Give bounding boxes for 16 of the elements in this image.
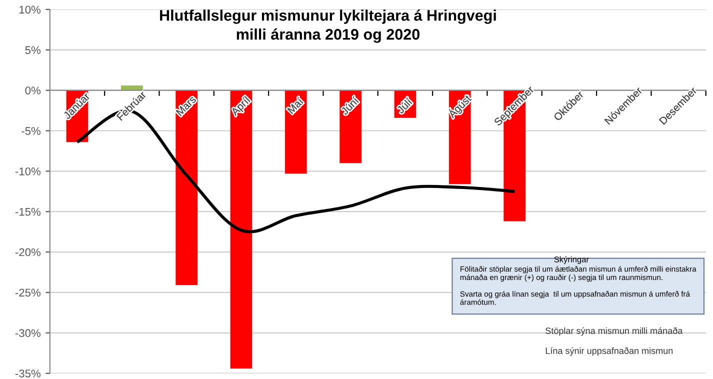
y-tick-label: -30%	[15, 329, 40, 338]
y-tick-label: -15%	[15, 208, 40, 216]
y-tick-label: 0%	[25, 86, 40, 94]
x-tick-label: Júlí	[396, 97, 413, 114]
annotation: Lína sýnir uppsafnaðan mismun	[546, 347, 673, 356]
text: Hlutfallslegur mismunur lykiltejara á Hringvegi milli áranna 2019 og 2020	[160, 9, 496, 43]
y-tick-label: -10%	[15, 167, 40, 176]
y-tick-label: -35%	[15, 370, 40, 378]
y-tick-label: 10%	[19, 6, 40, 14]
annotation: Stöplar sýna mismun milli mánaða	[546, 327, 683, 336]
annotation: Skýringar	[554, 256, 589, 264]
y-tick-label: 5%	[25, 46, 40, 54]
y-tick-label: -5%	[22, 127, 40, 135]
y-tick-label: -25%	[15, 288, 40, 297]
y-tick-label: -20%	[15, 248, 40, 256]
x-tick-label: Maí	[286, 96, 304, 114]
